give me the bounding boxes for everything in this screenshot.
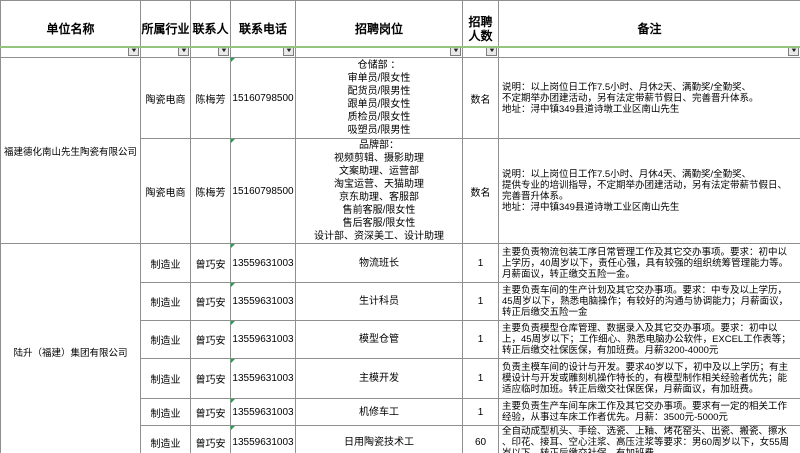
column-header-contact[interactable]: 联系人 ▼ [190, 0, 231, 58]
cell-position[interactable]: 模型仓管 [295, 320, 463, 359]
cell-phone[interactable]: 13559631003 [230, 358, 296, 399]
error-triangle-icon [231, 426, 235, 430]
cell-position[interactable]: 主模开发 [295, 358, 463, 399]
cell-phone[interactable]: 15160798500 [230, 57, 296, 139]
cell-industry[interactable]: 陶瓷电商 [140, 57, 191, 139]
cell-company-name[interactable]: 福建德化南山先生陶瓷有限公司 [0, 57, 141, 244]
column-header-unit-name[interactable]: 单位名称 ▼ [0, 0, 141, 58]
error-triangle-icon [231, 139, 235, 143]
cell-industry[interactable]: 制造业 [140, 358, 191, 399]
cell-note[interactable]: 主要负责物流包装工序日常管理工作及其它交办事项。要求：初中以 上学历，40周岁以… [498, 243, 800, 283]
table-row: 陆升（福建）集团有限公司 制造业 曾巧安 13559631003 物流班长 1 … [0, 243, 800, 453]
cell-contact[interactable]: 曾巧安 [190, 398, 231, 426]
cell-count[interactable]: 数名 [462, 57, 499, 139]
cell-position[interactable]: 仓储部 ： 审单员/限女性 配货员/限男性 跟单员/限女性 质检员/限女性 吸塑… [295, 57, 463, 139]
error-triangle-icon [231, 399, 235, 403]
cell-industry[interactable]: 制造业 [140, 243, 191, 283]
filter-arrow-icon: ▼ [487, 48, 496, 54]
cell-contact[interactable]: 陈梅芳 [190, 138, 231, 244]
column-header-label: 所属行业 [141, 22, 190, 36]
filter-arrow-icon: ▼ [129, 48, 138, 54]
cell-note[interactable]: 负责主模车间的设计与开发。要求40岁以下，初中及以上学历；有主 模设计与开发或雕… [498, 358, 800, 399]
column-header-label: 招聘 人数 [468, 15, 493, 43]
cell-count[interactable]: 1 [462, 282, 499, 321]
filter-arrow-icon: ▼ [789, 48, 798, 54]
cell-contact[interactable]: 曾巧安 [190, 243, 231, 283]
column-header-label: 联系电话 [238, 22, 287, 36]
cell-phone[interactable]: 13559631003 [230, 243, 296, 283]
cell-count[interactable]: 1 [462, 243, 499, 283]
cell-company-name[interactable]: 陆升（福建）集团有限公司 [0, 243, 141, 453]
cell-phone[interactable]: 15160798500 [230, 138, 296, 244]
cell-industry[interactable]: 制造业 [140, 425, 191, 453]
cell-note[interactable]: 全自动成型机头、手绘、选瓷、上釉、烤花窑头、出瓷、搬瓷、擦水 、印花、接耳、空心… [498, 425, 800, 453]
cell-count[interactable]: 1 [462, 398, 499, 426]
cell-contact[interactable]: 曾巧安 [190, 358, 231, 399]
table-row: 制造业 曾巧安 13559631003 日用陶瓷技术工 60 全自动成型机头、手… [1, 425, 800, 453]
table-row: 福建德化南山先生陶瓷有限公司 陶瓷电商 陈梅芳 15160798500 仓储部 … [0, 57, 800, 244]
table-row: 陶瓷电商 陈梅芳 15160798500 品牌部： 视频剪辑、摄影助理 文案助理… [1, 138, 800, 244]
column-header-label: 招聘岗位 [354, 22, 403, 36]
cell-phone[interactable]: 13559631003 [230, 398, 296, 426]
column-header-position[interactable]: 招聘岗位 ▼ [295, 0, 463, 58]
cell-position[interactable]: 品牌部： 视频剪辑、摄影助理 文案助理、运营部 淘宝运营、天猫助理 京东助理、客… [295, 138, 463, 244]
error-triangle-icon [231, 58, 235, 62]
freeze-pane-line [0, 46, 800, 48]
error-triangle-icon [231, 321, 235, 325]
column-header-phone[interactable]: 联系电话 ▼ [230, 0, 296, 58]
column-header-label: 备注 [637, 22, 662, 36]
filter-arrow-icon: ▼ [451, 48, 460, 54]
cell-contact[interactable]: 曾巧安 [190, 425, 231, 453]
cell-count[interactable]: 数名 [462, 138, 499, 244]
cell-note[interactable]: 主要负责模型仓库管理、数据录入及其它交办事项。要求：初中以 上，45周岁以下；工… [498, 320, 800, 359]
cell-note[interactable]: 主要负责生产车间车床工作及其它交办事项。要求有一定的相关工作 经验，从事过车床工… [498, 398, 800, 426]
cell-count[interactable]: 1 [462, 320, 499, 359]
cell-contact[interactable]: 曾巧安 [190, 282, 231, 321]
cell-note[interactable]: 主要负责车间的生产计划及其它交办事项。要求：中专及以上学历， 45周岁以下，熟悉… [498, 282, 800, 321]
cell-position[interactable]: 机修车工 [295, 398, 463, 426]
cell-contact[interactable]: 曾巧安 [190, 320, 231, 359]
header-row: 单位名称 ▼ 所属行业 ▼ 联系人 ▼ 联系电话 ▼ 招聘岗位 ▼ [0, 0, 800, 58]
cell-position[interactable]: 物流班长 [295, 243, 463, 283]
filter-arrow-icon: ▼ [179, 48, 188, 54]
cell-industry[interactable]: 制造业 [140, 320, 191, 359]
cell-note[interactable]: 说明：以上岗位日工作7.5小时、月休4天、满勤奖/全勤奖、 提供专业的培训指导，… [498, 138, 800, 244]
cell-phone[interactable]: 13559631003 [230, 320, 296, 359]
column-header-industry[interactable]: 所属行业 ▼ [140, 0, 191, 58]
cell-industry[interactable]: 陶瓷电商 [140, 138, 191, 244]
cell-position[interactable]: 生计科员 [295, 282, 463, 321]
column-header-label: 单位名称 [46, 22, 95, 36]
filter-arrow-icon: ▼ [219, 48, 228, 54]
cell-position[interactable]: 日用陶瓷技术工 [295, 425, 463, 453]
cell-note[interactable]: 说明：以上岗位日工作7.5小时、月休2天、满勤奖/全勤奖、 不定期举办团建活动，… [498, 57, 800, 139]
cell-count[interactable]: 60 [462, 425, 499, 453]
cell-phone[interactable]: 13559631003 [230, 282, 296, 321]
table-row: 制造业 曾巧安 13559631003 主模开发 1 负责主模车间的设计与开发。… [1, 358, 800, 399]
column-header-count[interactable]: 招聘 人数 ▼ [462, 0, 499, 58]
cell-phone[interactable]: 13559631003 [230, 425, 296, 453]
error-triangle-icon [231, 244, 235, 248]
cell-count[interactable]: 1 [462, 358, 499, 399]
cell-contact[interactable]: 陈梅芳 [190, 57, 231, 139]
column-header-note[interactable]: 备注 ▼ [498, 0, 800, 58]
error-triangle-icon [231, 283, 235, 287]
cell-industry[interactable]: 制造业 [140, 282, 191, 321]
column-header-label: 联系人 [192, 22, 229, 36]
error-triangle-icon [231, 359, 235, 363]
filter-arrow-icon: ▼ [284, 48, 293, 54]
cell-industry[interactable]: 制造业 [140, 398, 191, 426]
table-row: 制造业 曾巧安 13559631003 模型仓管 1 主要负责模型仓库管理、数据… [1, 320, 800, 359]
